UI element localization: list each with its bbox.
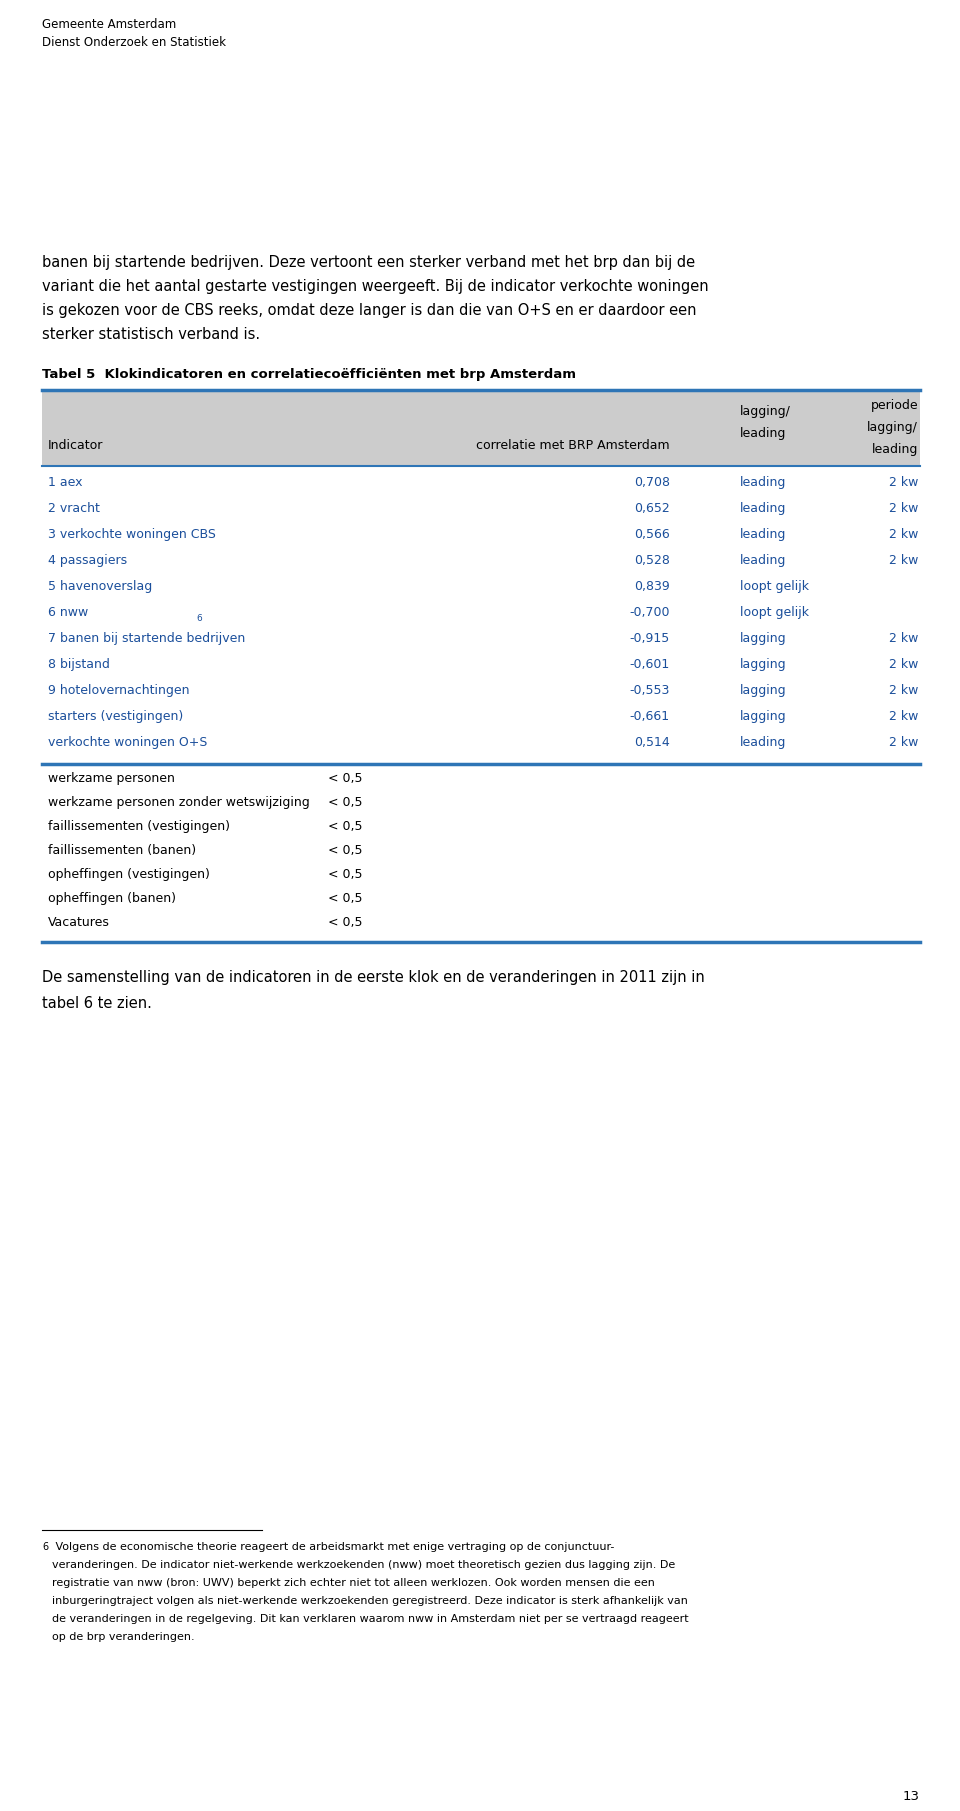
Bar	[42, 391, 920, 465]
Text: < 0,5: < 0,5	[328, 771, 363, 784]
Text: leading: leading	[740, 735, 786, 750]
Text: 2 kw: 2 kw	[889, 476, 918, 489]
Text: 0,839: 0,839	[635, 580, 670, 592]
Text: verkochte woningen O+S: verkochte woningen O+S	[48, 735, 207, 750]
Text: -0,553: -0,553	[630, 685, 670, 697]
Text: 2 kw: 2 kw	[889, 554, 918, 567]
Text: 0,528: 0,528	[635, 554, 670, 567]
Text: 2 kw: 2 kw	[889, 735, 918, 750]
Text: faillissementen (banen): faillissementen (banen)	[48, 844, 196, 857]
Text: 0,652: 0,652	[635, 502, 670, 514]
Text: werkzame personen: werkzame personen	[48, 771, 175, 784]
Text: loopt gelijk: loopt gelijk	[740, 607, 809, 619]
Text: < 0,5: < 0,5	[328, 867, 363, 880]
Text: Indicator: Indicator	[48, 438, 104, 453]
Text: opheffingen (banen): opheffingen (banen)	[48, 893, 176, 906]
Text: 3 verkochte woningen CBS: 3 verkochte woningen CBS	[48, 529, 216, 541]
Text: < 0,5: < 0,5	[328, 893, 363, 906]
Text: 4 passagiers: 4 passagiers	[48, 554, 127, 567]
Text: leading: leading	[740, 554, 786, 567]
Text: leading: leading	[872, 444, 918, 456]
Text: is gekozen voor de CBS reeks, omdat deze langer is dan die van O+S en er daardoo: is gekozen voor de CBS reeks, omdat deze…	[42, 302, 697, 319]
Text: 2 kw: 2 kw	[889, 657, 918, 672]
Text: werkzame personen zonder wetswijziging: werkzame personen zonder wetswijziging	[48, 797, 310, 810]
Text: 6: 6	[196, 614, 202, 623]
Text: veranderingen. De indicator niet-werkende werkzoekenden (nww) moet theoretisch g: veranderingen. De indicator niet-werkend…	[52, 1559, 675, 1570]
Text: leading: leading	[740, 529, 786, 541]
Text: tabel 6 te zien.: tabel 6 te zien.	[42, 996, 152, 1011]
Text: sterker statistisch verband is.: sterker statistisch verband is.	[42, 328, 260, 342]
Text: faillissementen (vestigingen): faillissementen (vestigingen)	[48, 820, 230, 833]
Text: 2 kw: 2 kw	[889, 685, 918, 697]
Text: < 0,5: < 0,5	[328, 797, 363, 810]
Text: variant die het aantal gestarte vestigingen weergeeft. Bij de indicator verkocht: variant die het aantal gestarte vestigin…	[42, 279, 708, 293]
Text: 13: 13	[903, 1789, 920, 1804]
Text: op de brp veranderingen.: op de brp veranderingen.	[52, 1632, 195, 1643]
Text: De samenstelling van de indicatoren in de eerste klok en de veranderingen in 201: De samenstelling van de indicatoren in d…	[42, 971, 705, 985]
Text: lagging/: lagging/	[867, 420, 918, 435]
Text: 2 vracht: 2 vracht	[48, 502, 100, 514]
Text: -0,601: -0,601	[630, 657, 670, 672]
Text: registratie van nww (bron: UWV) beperkt zich echter niet tot alleen werklozen. O: registratie van nww (bron: UWV) beperkt …	[52, 1577, 655, 1588]
Text: Vacatures: Vacatures	[48, 916, 109, 929]
Text: 1 aex: 1 aex	[48, 476, 83, 489]
Text: 9 hotelovernachtingen: 9 hotelovernachtingen	[48, 685, 189, 697]
Text: 2 kw: 2 kw	[889, 710, 918, 723]
Text: 2 kw: 2 kw	[889, 502, 918, 514]
Text: < 0,5: < 0,5	[328, 916, 363, 929]
Text: inburgeringtraject volgen als niet-werkende werkzoekenden geregistreerd. Deze in: inburgeringtraject volgen als niet-werke…	[52, 1595, 688, 1606]
Text: periode: periode	[871, 398, 918, 411]
Text: 2 kw: 2 kw	[889, 632, 918, 645]
Text: de veranderingen in de regelgeving. Dit kan verklaren waarom nww in Amsterdam ni: de veranderingen in de regelgeving. Dit …	[52, 1614, 688, 1624]
Text: loopt gelijk: loopt gelijk	[740, 580, 809, 592]
Text: Volgens de economische theorie reageert de arbeidsmarkt met enige vertraging op : Volgens de economische theorie reageert …	[52, 1541, 614, 1552]
Text: lagging: lagging	[740, 685, 786, 697]
Text: -0,661: -0,661	[630, 710, 670, 723]
Text: lagging: lagging	[740, 710, 786, 723]
Text: -0,700: -0,700	[630, 607, 670, 619]
Text: < 0,5: < 0,5	[328, 844, 363, 857]
Text: lagging: lagging	[740, 657, 786, 672]
Text: Tabel 5  Klokindicatoren en correlatiecoëfficiënten met brp Amsterdam: Tabel 5 Klokindicatoren en correlatiecoë…	[42, 368, 576, 380]
Text: starters (vestigingen): starters (vestigingen)	[48, 710, 183, 723]
Text: 0,514: 0,514	[635, 735, 670, 750]
Text: 6: 6	[42, 1541, 48, 1552]
Text: Gemeente Amsterdam: Gemeente Amsterdam	[42, 18, 177, 31]
Text: banen bij startende bedrijven. Deze vertoont een sterker verband met het brp dan: banen bij startende bedrijven. Deze vert…	[42, 255, 695, 270]
Text: leading: leading	[740, 502, 786, 514]
Text: opheffingen (vestigingen): opheffingen (vestigingen)	[48, 867, 210, 880]
Text: correlatie met BRP Amsterdam: correlatie met BRP Amsterdam	[476, 438, 670, 453]
Text: leading: leading	[740, 476, 786, 489]
Text: 7 banen bij startende bedrijven: 7 banen bij startende bedrijven	[48, 632, 245, 645]
Text: Dienst Onderzoek en Statistiek: Dienst Onderzoek en Statistiek	[42, 36, 226, 49]
Text: lagging: lagging	[740, 632, 786, 645]
Text: 5 havenoverslag: 5 havenoverslag	[48, 580, 153, 592]
Text: -0,915: -0,915	[630, 632, 670, 645]
Text: 0,566: 0,566	[635, 529, 670, 541]
Text: 6 nww: 6 nww	[48, 607, 88, 619]
Text: < 0,5: < 0,5	[328, 820, 363, 833]
Text: 8 bijstand: 8 bijstand	[48, 657, 109, 672]
Text: 2 kw: 2 kw	[889, 529, 918, 541]
Text: 0,708: 0,708	[634, 476, 670, 489]
Text: lagging/: lagging/	[740, 406, 791, 418]
Text: leading: leading	[740, 427, 786, 440]
